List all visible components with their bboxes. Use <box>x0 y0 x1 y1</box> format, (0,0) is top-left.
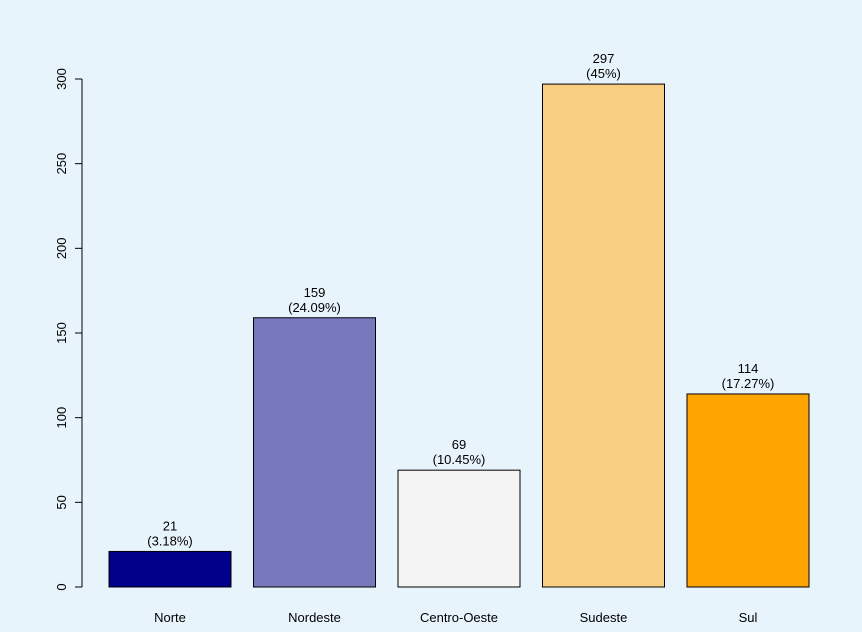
y-tick-label: 50 <box>54 495 69 509</box>
y-tick-label: 250 <box>54 153 69 175</box>
bar-percent-label: (10.45%) <box>433 452 486 467</box>
bar-percent-label: (45%) <box>586 66 621 81</box>
y-tick-label: 150 <box>54 322 69 344</box>
category-labels: Norte Nordeste Centro-Oeste Sudeste Sul <box>154 610 757 625</box>
y-tick-label: 100 <box>54 407 69 429</box>
y-tick-label: 300 <box>54 68 69 90</box>
bar-sul <box>686 393 810 588</box>
bar-percent-label: (24.09%) <box>288 300 341 315</box>
bar-percent-label: (3.18%) <box>147 533 193 548</box>
bar-value-label: 69 <box>452 437 466 452</box>
bar-norte <box>108 550 232 588</box>
category-label: Centro-Oeste <box>420 610 498 625</box>
bar-percent-label: (17.27%) <box>722 376 775 391</box>
bar-centro-oeste <box>397 469 521 588</box>
y-tick-label: 0 <box>54 583 69 590</box>
bar-value-label: 159 <box>304 285 326 300</box>
y-tick-label: 200 <box>54 237 69 259</box>
data-labels: 21(3.18%) 159(24.09%) 69(10.45%) 297(45%) 11… <box>147 51 774 548</box>
category-label: Nordeste <box>288 610 341 625</box>
bar-value-label: 21 <box>163 518 177 533</box>
category-label: Sul <box>739 610 758 625</box>
category-label: Norte <box>154 610 186 625</box>
bar-sudeste <box>542 83 665 588</box>
category-label: Sudeste <box>580 610 628 625</box>
bar-value-label: 297 <box>593 51 615 66</box>
bar-nordeste <box>253 317 376 588</box>
y-axis-ticks: 0 50 100 150 200 250 300 <box>54 68 82 591</box>
bars <box>108 83 810 588</box>
bar-value-label: 114 <box>738 361 759 376</box>
